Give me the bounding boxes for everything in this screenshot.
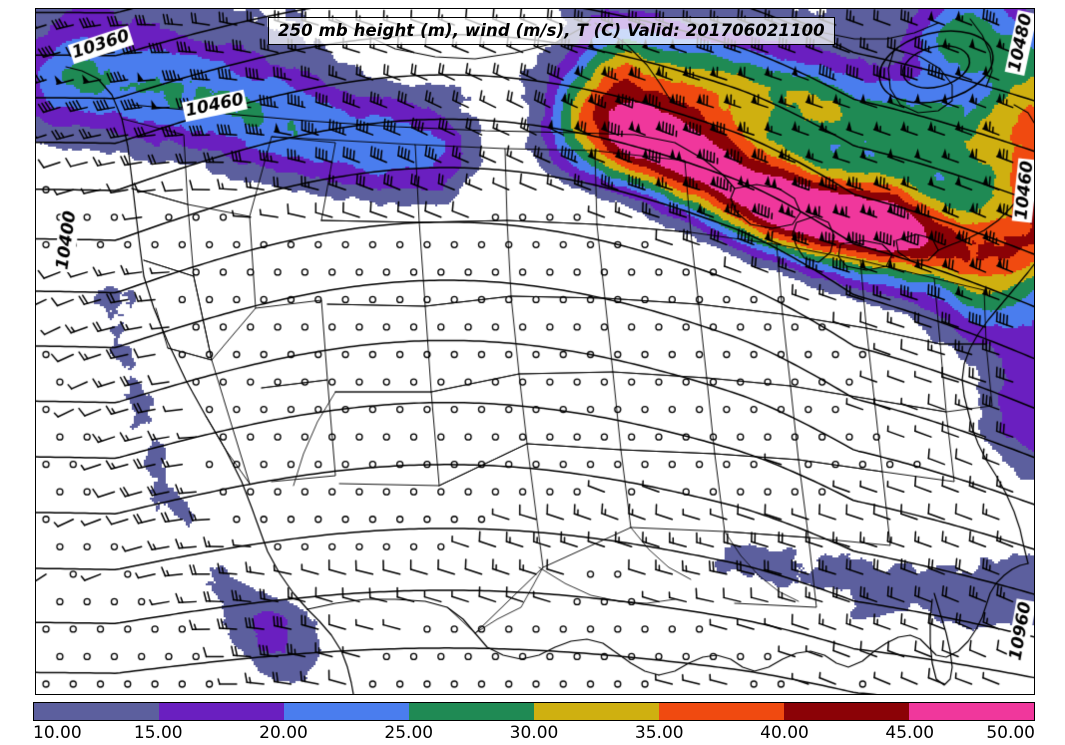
colorbar-tick-20.00: 20.00 [259, 723, 308, 743]
map-title-box: 250 mb height (m), wind (m/s), T (C) Val… [268, 17, 835, 45]
colorbar-segment-25-30 [409, 703, 534, 720]
colorbar-tick-45.00: 45.00 [885, 723, 935, 743]
colorbar-tick-40.00: 40.00 [760, 723, 809, 743]
colorbar-segment-30-35 [534, 703, 659, 720]
wind-speed-colorbar[interactable] [33, 702, 1035, 721]
colorbar-segment-10-15 [34, 703, 159, 720]
colorbar-segment-35-40 [659, 703, 784, 720]
page-title: 250 mb height (m), wind (m/s), T (C) Val… [278, 21, 825, 40]
wind-speed-contour-map [36, 9, 1034, 694]
colorbar-segment-15-20 [159, 703, 284, 720]
colorbar-tick-25.00: 25.00 [384, 723, 434, 743]
colorbar-tick-30.00: 30.00 [509, 723, 559, 743]
map-plot-area[interactable] [35, 8, 1035, 695]
colorbar-tick-35.00: 35.00 [634, 723, 684, 743]
colorbar-tick-10.00: 10.00 [33, 723, 82, 743]
colorbar-tick-15.00: 15.00 [133, 723, 183, 743]
colorbar-segment-45-50 [909, 703, 1034, 720]
colorbar-tick-labels: 10.00 15.00 20.00 25.00 30.00 35.00 40.00 45.00… [0, 723, 1065, 745]
colorbar-segment-20-25 [284, 703, 409, 720]
colorbar-segment-40-45 [784, 703, 909, 720]
colorbar-tick-50.00: 50.00 [986, 723, 1035, 743]
